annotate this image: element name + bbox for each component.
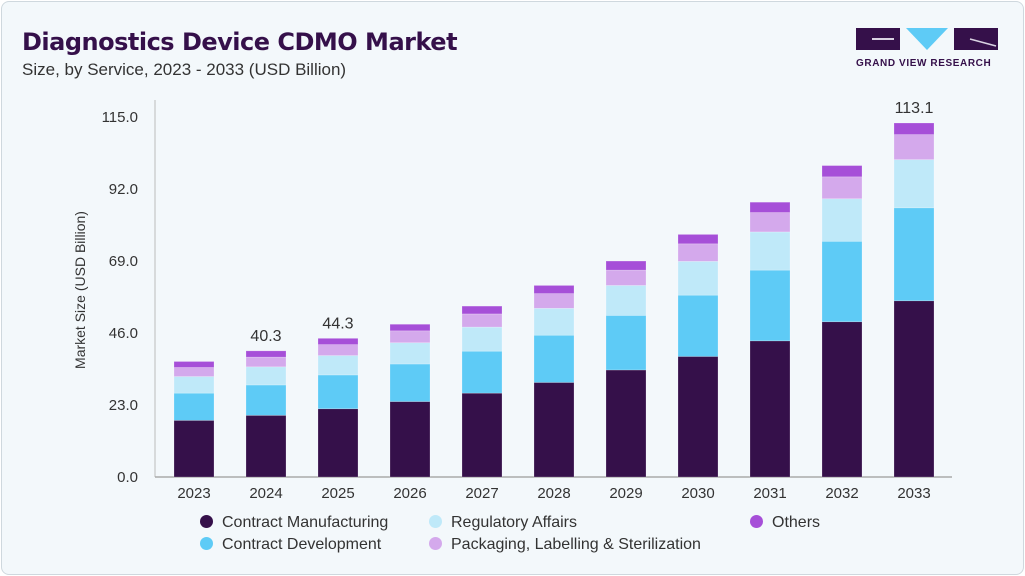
- legend-swatch: [200, 537, 213, 550]
- y-tick-label: 23.0: [109, 397, 138, 414]
- bar-segment-contract-development: [749, 269, 791, 342]
- bar-segment-others: [317, 338, 359, 345]
- bar-segment-contract-development: [245, 384, 287, 416]
- x-tick-label: 2023: [177, 485, 210, 502]
- x-tick-label: 2028: [537, 485, 570, 502]
- bar-segment-others: [461, 305, 503, 315]
- bar-segment-packaging-labelling-sterilization: [173, 367, 215, 377]
- grand-view-research-logo: [856, 28, 998, 50]
- data-label: 113.1: [895, 100, 934, 117]
- legend-item: Packaging, Labelling & Sterilization: [429, 536, 701, 554]
- bar-segment-contract-manufacturing: [245, 415, 287, 478]
- y-axis-title: Market Size (USD Billion): [72, 211, 88, 369]
- x-tick-label: 2033: [897, 485, 930, 502]
- bar-segment-packaging-labelling-sterilization: [893, 134, 935, 160]
- bar-segment-contract-development: [461, 350, 503, 394]
- bar-segment-packaging-labelling-sterilization: [317, 344, 359, 356]
- bar-segment-contract-development: [677, 294, 719, 357]
- legend-item: Contract Development: [200, 536, 381, 554]
- bar-segment-others: [893, 122, 935, 135]
- bar-segment-regulatory-affairs: [389, 342, 431, 365]
- legend-item: Regulatory Affairs: [429, 514, 577, 532]
- bar-segment-contract-development: [893, 207, 935, 302]
- bar-segment-contract-manufacturing: [173, 420, 215, 478]
- x-tick-label: 2030: [681, 485, 714, 502]
- x-tick-label: 2025: [321, 485, 354, 502]
- bar-segment-packaging-labelling-sterilization: [605, 269, 647, 286]
- legend-swatch: [429, 515, 442, 528]
- legend-label: Regulatory Affairs: [451, 514, 577, 531]
- bar-segment-contract-manufacturing: [605, 369, 647, 478]
- y-tick-label: 46.0: [109, 325, 138, 342]
- x-tick-label: 2029: [609, 485, 642, 502]
- x-tick-label: 2031: [753, 485, 786, 502]
- bar-segment-packaging-labelling-sterilization: [533, 293, 575, 309]
- bar-segment-contract-development: [173, 392, 215, 421]
- bar-segment-contract-manufacturing: [461, 392, 503, 478]
- bar-segment-others: [389, 323, 431, 332]
- bar-segment-others: [533, 285, 575, 294]
- legend-label: Contract Manufacturing: [222, 514, 389, 531]
- logo-text: GRAND VIEW RESEARCH: [856, 58, 992, 69]
- bar-segment-regulatory-affairs: [605, 285, 647, 316]
- bar-segment-contract-development: [533, 334, 575, 383]
- bar-segment-contract-development: [821, 241, 863, 323]
- bar-segment-contract-manufacturing: [533, 382, 575, 478]
- legend-item: Contract Manufacturing: [200, 514, 388, 532]
- bar-segment-contract-development: [389, 363, 431, 402]
- bar-segment-regulatory-affairs: [893, 159, 935, 209]
- bar-segment-contract-development: [605, 315, 647, 371]
- bar-segment-regulatory-affairs: [821, 198, 863, 242]
- bar-segment-regulatory-affairs: [677, 261, 719, 296]
- bar-segment-contract-manufacturing: [389, 401, 431, 478]
- bar-segment-contract-manufacturing: [317, 408, 359, 478]
- bar-segment-others: [173, 361, 215, 368]
- chart-subtitle: Size, by Service, 2023 - 2033 (USD Billi…: [22, 60, 347, 79]
- bar-segment-regulatory-affairs: [749, 231, 791, 271]
- legend-swatch: [750, 515, 763, 528]
- bar-segment-contract-manufacturing: [749, 340, 791, 478]
- bar-segment-contract-manufacturing: [677, 356, 719, 478]
- bar-segment-packaging-labelling-sterilization: [245, 356, 287, 368]
- x-tick-label: 2024: [249, 485, 282, 502]
- data-label: 44.3: [322, 315, 353, 332]
- y-tick-label: 0.0: [117, 469, 138, 486]
- bar-segment-contract-development: [317, 374, 359, 410]
- bar-segment-others: [245, 350, 287, 358]
- y-tick-label: 69.0: [109, 253, 138, 270]
- bar-segment-packaging-labelling-sterilization: [389, 330, 431, 344]
- bar-segment-regulatory-affairs: [245, 366, 287, 386]
- bar-segment-others: [749, 201, 791, 213]
- bar-segment-contract-manufacturing: [893, 300, 935, 478]
- bar-segment-regulatory-affairs: [317, 355, 359, 376]
- legend-swatch: [200, 515, 213, 528]
- bar-segment-packaging-labelling-sterilization: [821, 176, 863, 200]
- legend-swatch: [429, 537, 442, 550]
- bar-segment-regulatory-affairs: [533, 307, 575, 336]
- x-tick-label: 2027: [465, 485, 498, 502]
- bar-segment-packaging-labelling-sterilization: [677, 243, 719, 262]
- legend-label: Contract Development: [222, 536, 382, 553]
- bar-segment-packaging-labelling-sterilization: [749, 212, 791, 233]
- bar-segment-regulatory-affairs: [173, 376, 215, 394]
- bar-segment-others: [677, 234, 719, 245]
- data-label: 40.3: [250, 328, 281, 345]
- legend-label: Packaging, Labelling & Sterilization: [451, 536, 701, 553]
- bar-segment-packaging-labelling-sterilization: [461, 313, 503, 328]
- legend-label: Others: [772, 514, 821, 531]
- bar-segment-contract-manufacturing: [821, 321, 863, 478]
- bar-segment-others: [605, 260, 647, 271]
- legend-item: Others: [750, 514, 820, 532]
- bar-segment-others: [821, 165, 863, 178]
- legend: Contract Manufacturing Contract Developme…: [200, 514, 900, 564]
- x-tick-label: 2026: [393, 485, 426, 502]
- y-tick-label: 92.0: [109, 181, 138, 198]
- x-tick-label: 2032: [825, 485, 858, 502]
- y-tick-label: 115.0: [102, 109, 138, 126]
- chart-title: Diagnostics Device CDMO Market: [22, 28, 458, 56]
- bar-segment-regulatory-affairs: [461, 326, 503, 352]
